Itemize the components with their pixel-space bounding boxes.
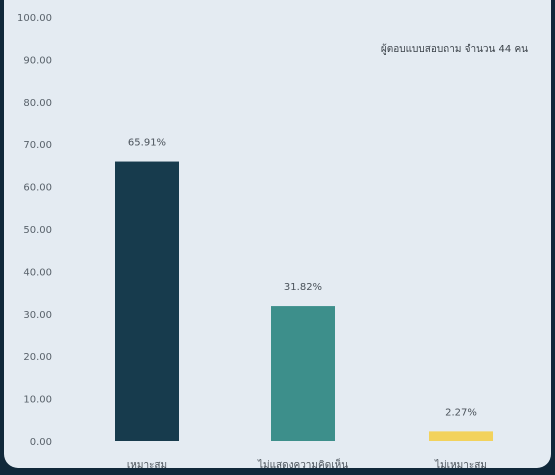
y-tick-label: 50.00	[23, 225, 52, 236]
y-tick-label: 60.00	[23, 183, 52, 194]
bars	[115, 161, 493, 441]
bar	[115, 161, 179, 441]
y-axis-ticks: 0.00 10.00 20.00 30.00 40.00 50.00 60.00 70.00 8…	[17, 13, 52, 448]
bar	[429, 431, 493, 441]
category-label: ไม่เหมาะสม	[434, 459, 487, 471]
category-labels: เหมาะสม ไม่แสดงความคิดเห็น ไม่เหมาะสม	[127, 457, 487, 471]
y-tick-label: 0.00	[30, 437, 52, 448]
y-tick-label: 70.00	[23, 140, 52, 151]
respondent-note: ผู้ตอบแบบสอบถาม จำนวน 44 คน	[381, 43, 528, 55]
category-label: ไม่แสดงความคิดเห็น	[257, 457, 348, 471]
category-label: เหมาะสม	[127, 460, 167, 471]
data-label: 65.91%	[128, 138, 166, 149]
y-tick-label: 90.00	[23, 55, 52, 66]
data-label: 31.82%	[284, 282, 322, 293]
data-labels: 65.91% 31.82% 2.27%	[128, 138, 477, 419]
data-label: 2.27%	[445, 407, 477, 418]
y-tick-label: 80.00	[23, 98, 52, 109]
bar	[271, 306, 335, 441]
y-tick-label: 30.00	[23, 310, 52, 321]
y-tick-label: 20.00	[23, 352, 52, 363]
y-tick-label: 40.00	[23, 267, 52, 278]
y-tick-label: 10.00	[23, 395, 52, 406]
y-tick-label: 100.00	[17, 13, 52, 24]
